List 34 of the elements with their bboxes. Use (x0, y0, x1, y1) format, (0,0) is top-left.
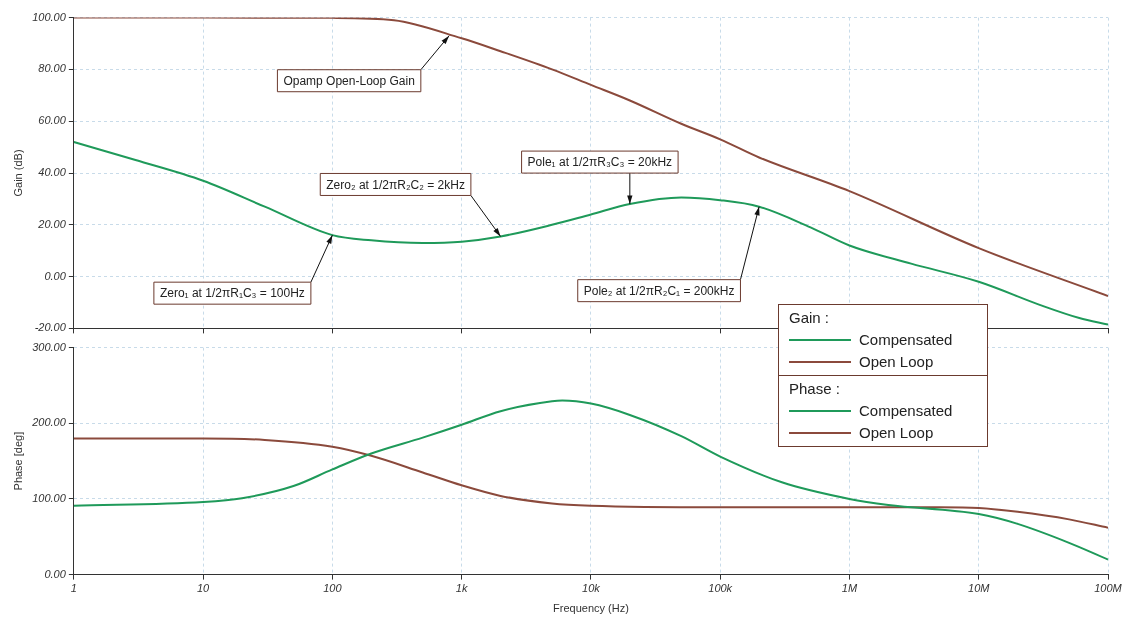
x-tick-label: 10M (968, 582, 991, 595)
legend-label: Open Loop (859, 352, 934, 373)
annotation: Zero₁ at 1/2πR₁C₃ = 100Hz (159, 286, 305, 301)
y-tick-label: 0.00 (44, 269, 67, 282)
x-tick-label: 100M (1094, 582, 1123, 595)
legend-title: Phase : (789, 379, 841, 400)
y-tick-label: 0.00 (44, 567, 67, 580)
x-tick-label: 1 (70, 582, 77, 595)
annotation: Zero₂ at 1/2πR₂C₂ = 2kHz (326, 177, 465, 192)
annotation: Opamp Open-Loop Gain (283, 74, 415, 89)
x-tick-label: 100 (323, 582, 343, 595)
y-tick-label: 40.00 (38, 166, 67, 179)
x-tick-label: 1k (455, 582, 468, 595)
y-tick-label: 20.00 (37, 217, 67, 230)
legend-label: Open Loop (859, 423, 934, 444)
y-tick-label: 300.00 (32, 340, 67, 353)
y-tick-label: 60.00 (38, 114, 67, 127)
annotation: Pole₂ at 1/2πR₂C₁ = 200kHz (583, 283, 735, 298)
annotation: Pole₁ at 1/2πR₃C₃ = 20kHz (527, 155, 673, 170)
legend-title: Gain : (789, 308, 831, 329)
x-tick-label: 10 (196, 582, 211, 595)
y-tick-label: 100.00 (32, 10, 67, 23)
legend-label: Compensated (859, 401, 953, 422)
y-tick-label: 200.00 (31, 416, 67, 429)
y-tick-label: -20.00 (34, 321, 67, 334)
x-axis-title: Frequency (Hz) (553, 602, 629, 615)
x-tick-label: 10k (582, 582, 601, 595)
legend-label: Compensated (859, 330, 953, 351)
y-axis-title: Gain (dB) (11, 149, 24, 197)
y-tick-label: 100.00 (32, 492, 67, 504)
x-tick-label: 100k (708, 582, 733, 595)
y-tick-label: 80.00 (38, 62, 67, 75)
x-tick-label: 1M (841, 582, 858, 595)
y-axis-title: Phase [deg] (11, 431, 24, 491)
